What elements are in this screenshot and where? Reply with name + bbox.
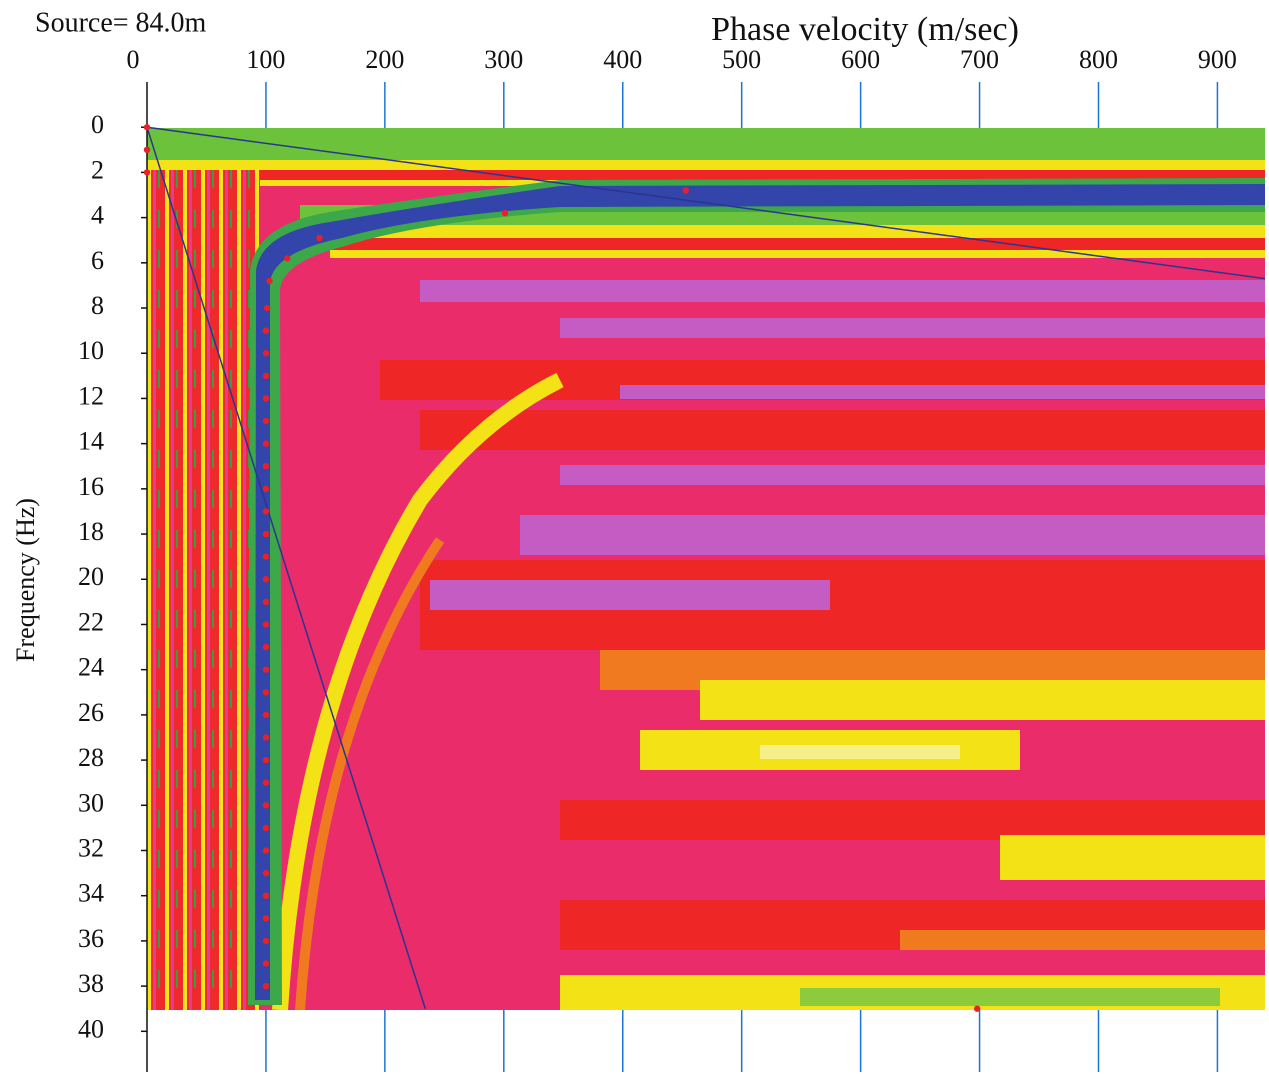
x-tick-label: 100: [246, 45, 285, 74]
y-tick-label: 18: [78, 517, 104, 546]
y-tick-label: 28: [78, 743, 104, 772]
pick-point: [262, 711, 270, 719]
pick-point: [262, 463, 270, 470]
x-tick-label: 700: [960, 45, 999, 74]
x-tick-label: 900: [1198, 45, 1237, 74]
pick-point: [262, 576, 270, 583]
y-tick-label: 26: [78, 698, 104, 727]
y-tick-label: 40: [78, 1014, 104, 1043]
dispersion-image: [147, 128, 1265, 1010]
pick-point: [262, 643, 270, 651]
pick-point: [263, 304, 271, 312]
pick-point: [262, 824, 270, 832]
x-tick-label: 500: [722, 45, 761, 74]
pick-point: [143, 146, 151, 154]
pick-point: [262, 937, 270, 945]
pick-point: [262, 621, 270, 628]
x-tick-label: 400: [603, 45, 642, 74]
pick-point: [682, 187, 689, 194]
pick-point: [284, 255, 291, 262]
source-label: Source= 84.0m: [35, 7, 207, 38]
pick-point: [262, 689, 270, 696]
pick-point: [262, 350, 270, 357]
pick-point: [262, 327, 270, 334]
y-tick-label: 32: [78, 833, 104, 862]
pick-point: [262, 802, 270, 809]
y-tick-label: 34: [78, 879, 104, 908]
pick-point: [501, 209, 509, 217]
y-tick-label: 12: [78, 381, 104, 410]
x-tick-label: 800: [1079, 45, 1118, 74]
pick-point: [316, 234, 323, 242]
pick-point: [262, 779, 270, 786]
y-tick-label: 38: [78, 969, 104, 998]
pick-point: [973, 1005, 981, 1012]
pick-point: [262, 372, 270, 380]
pick-point: [262, 734, 270, 741]
pick-point: [262, 530, 270, 538]
pick-point: [262, 960, 270, 967]
y-tick-label: 16: [78, 472, 104, 501]
pick-point: [262, 553, 270, 560]
y-tick-label: 6: [91, 246, 104, 275]
pick-point: [262, 982, 270, 990]
y-tick-label: 22: [78, 607, 104, 636]
y-tick-label: 8: [91, 291, 104, 320]
x-tick-label: 300: [484, 45, 523, 74]
pick-point: [262, 847, 270, 854]
pick-point: [262, 395, 270, 402]
y-tick-label: 36: [78, 924, 104, 953]
y-tick-label: 4: [91, 201, 104, 230]
pick-point: [262, 869, 270, 877]
pick-point: [262, 440, 270, 447]
pick-point: [143, 124, 151, 131]
pick-point: [262, 666, 270, 673]
x-tick-label: 600: [841, 45, 880, 74]
pick-point: [262, 417, 270, 425]
y-axis-title: Frequency (Hz): [11, 498, 40, 662]
reference-line: [146, 126, 1266, 280]
y-tick-label: 2: [91, 155, 104, 184]
y-tick-label: 14: [78, 427, 104, 456]
pick-point: [262, 598, 270, 606]
x-axis-title: Phase velocity (m/sec): [711, 11, 1019, 48]
pick-point: [143, 169, 151, 176]
x-tick-label: 0: [127, 45, 140, 74]
reference-line: [146, 126, 427, 1009]
y-tick-label: 20: [78, 562, 104, 591]
pick-point: [266, 277, 273, 285]
y-tick-label: 24: [78, 653, 104, 682]
x-tick-label: 200: [365, 45, 404, 74]
pick-point: [262, 892, 270, 899]
pick-point: [262, 485, 270, 493]
y-tick-label: 10: [78, 336, 104, 365]
pick-point: [262, 756, 270, 764]
pick-point: [262, 915, 270, 922]
pick-point: [262, 508, 270, 515]
y-tick-label: 0: [91, 110, 104, 139]
y-tick-label: 30: [78, 788, 104, 817]
